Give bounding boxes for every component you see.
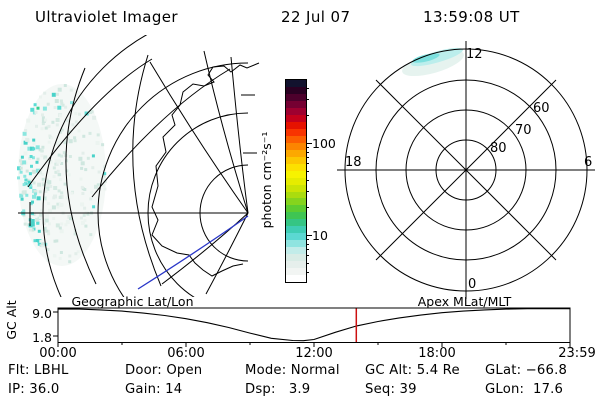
status-ip: IP: 36.0 — [8, 382, 60, 397]
mlt-6-label: 6 — [584, 155, 592, 170]
ytick-1.8-label: 1.8 — [32, 330, 52, 345]
orbit-altitude-chart — [53, 307, 571, 347]
status-gain: Gain: 14 — [125, 382, 183, 397]
status-door: Door: Open — [125, 363, 203, 378]
ytick-9-label: 9.0 — [32, 306, 52, 321]
mlt-12-label: 12 — [466, 47, 483, 62]
xtick-1800: 18:00 — [418, 346, 456, 361]
mlat-60-label: 60 — [533, 101, 550, 116]
map-panel-caption: Geographic Lat/Lon — [71, 294, 194, 309]
xtick-0600: 06:00 — [167, 346, 205, 361]
colorbar-tick-label-10: 10 — [312, 228, 328, 243]
status-seq: Seq: 39 — [365, 382, 417, 397]
xtick-2359: 23:59 — [558, 346, 596, 361]
xtick-0000: 00:00 — [39, 346, 77, 361]
mlt-0-label: 0 — [468, 277, 476, 292]
axis-ticks — [53, 311, 571, 347]
observation-date: 22 Jul 07 — [281, 8, 351, 26]
status-flt: Flt: LBHL — [8, 363, 69, 378]
colorbar-tick-label-100: 100 — [312, 136, 336, 151]
mlat-70-label: 70 — [515, 123, 532, 138]
terminator-line — [137, 215, 249, 290]
status-glat: GLat: −66.8 — [485, 363, 568, 378]
status-dsp: Dsp: 3.9 — [245, 382, 311, 397]
mlt-18-label: 18 — [345, 155, 362, 170]
auroral-patch — [402, 47, 464, 77]
map-graticule — [18, 35, 257, 297]
xtick-1200: 12:00 — [295, 346, 333, 361]
orbit-altitude-curve — [58, 308, 570, 342]
mlt-grid — [337, 41, 595, 299]
status-glon: GLon: 17.6 — [485, 382, 564, 397]
colorbar-units-label: photon cm⁻²s⁻¹ — [259, 131, 274, 229]
coastline — [151, 62, 260, 277]
apex-polar-panel: 12 18 6 0 80 70 60 — [337, 41, 595, 299]
colorbar-gradient — [285, 79, 307, 283]
page-title: Ultraviolet Imager — [35, 8, 178, 26]
mlt-axis-labels: 12 18 6 0 80 70 60 — [345, 47, 592, 292]
status-mode: Mode: Normal — [245, 363, 340, 378]
chart-frame — [57, 307, 571, 343]
colorbar-ticks — [306, 79, 314, 282]
observation-time: 13:59:08 UT — [423, 8, 520, 26]
geographic-image-panel — [17, 35, 260, 297]
status-gc-alt: GC Alt: 5.4 Re — [365, 363, 460, 378]
auroral-limb-speckles — [17, 84, 107, 264]
polar-panel-caption: Apex MLat/MLT — [417, 294, 512, 309]
mlat-80-label: 80 — [490, 141, 507, 156]
gc-alt-axis-label: GC Alt — [4, 300, 19, 340]
